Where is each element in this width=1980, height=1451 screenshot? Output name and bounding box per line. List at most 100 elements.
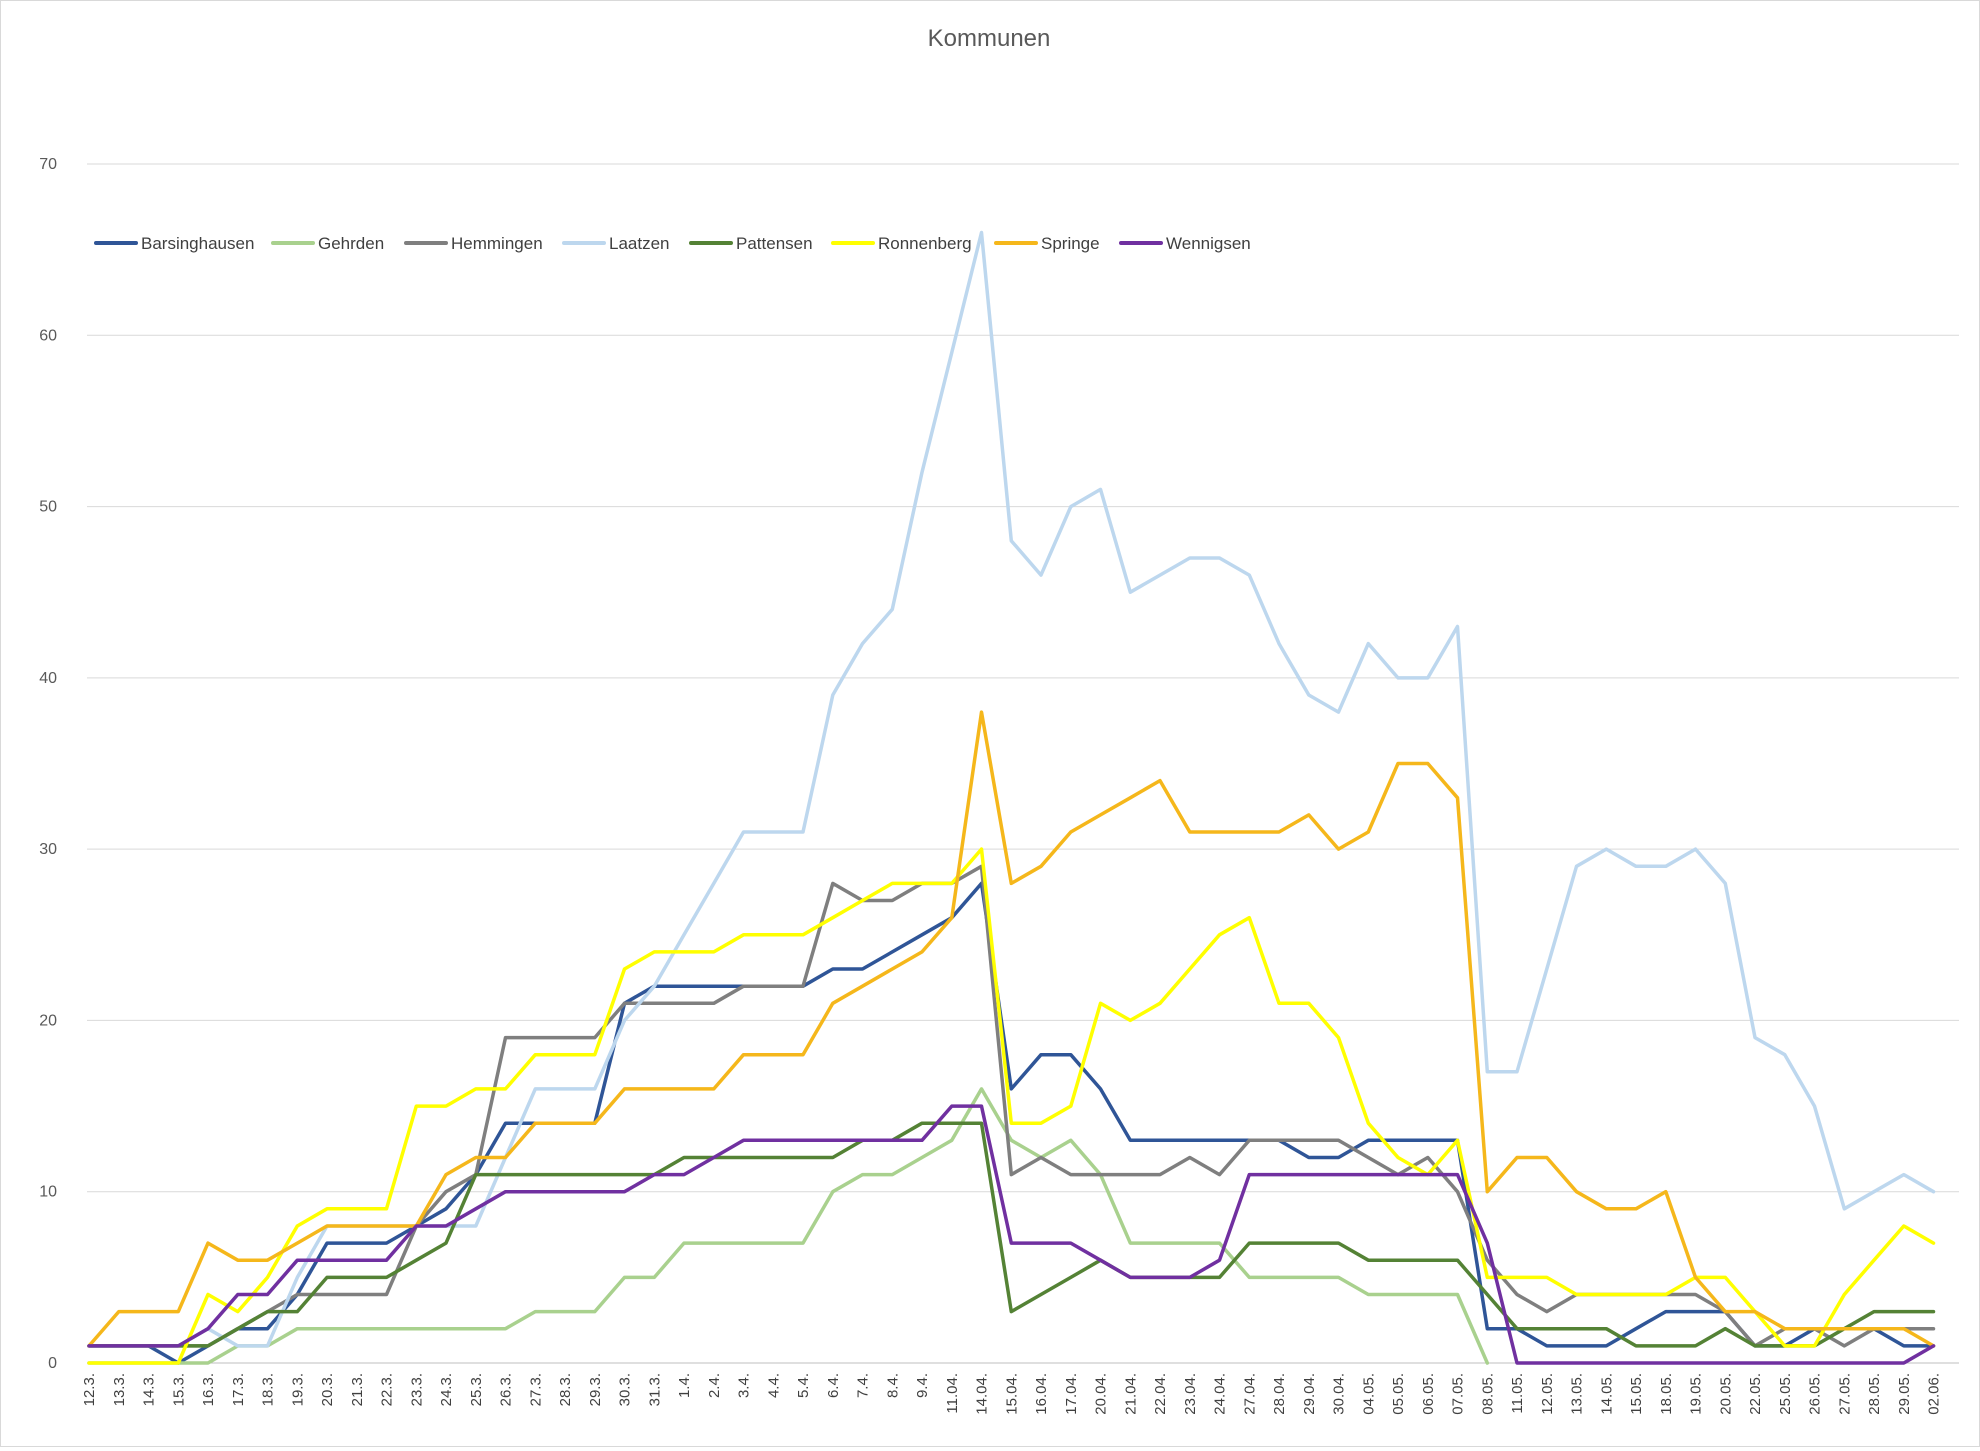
x-tick-label: 24.3.	[438, 1373, 455, 1406]
legend-label: Springe	[1041, 234, 1100, 253]
x-tick-label: 07.05.	[1450, 1373, 1467, 1415]
x-tick-label: 15.05.	[1628, 1373, 1645, 1415]
y-tick-label: 10	[39, 1184, 57, 1201]
series-line-hemmingen	[87, 864, 1936, 1348]
y-axis-tick-labels: 0 10 20 30 40 50 60 70	[39, 156, 57, 1372]
y-tick-label: 60	[39, 327, 57, 344]
x-tick-label: 1.4.	[676, 1373, 693, 1398]
x-tick-label: 13.05.	[1569, 1373, 1586, 1415]
x-tick-label: 16.3.	[200, 1373, 217, 1406]
y-tick-label: 20	[39, 1012, 57, 1029]
series-line-laatzen	[87, 230, 1936, 1348]
x-tick-label: 19.3.	[289, 1373, 306, 1406]
x-tick-label: 17.04.	[1063, 1373, 1080, 1415]
series-line-barsinghausen	[87, 881, 1936, 1365]
legend-item-wennigsen: Wennigsen	[1119, 234, 1251, 253]
x-tick-label: 19.05.	[1688, 1373, 1705, 1415]
x-tick-label: 18.3.	[260, 1373, 277, 1406]
x-tick-label: 05.05.	[1390, 1373, 1407, 1415]
x-tick-label: 8.4.	[884, 1373, 901, 1398]
legend-item-pattensen: Pattensen	[689, 234, 813, 253]
series-line-gehrden	[87, 1087, 1490, 1365]
x-tick-label: 31.3.	[646, 1373, 663, 1406]
y-tick-label: 70	[39, 156, 57, 173]
y-tick-label: 0	[48, 1355, 57, 1372]
x-tick-label: 23.3.	[408, 1373, 425, 1406]
y-tick-label: 50	[39, 499, 57, 516]
x-tick-label: 4.4.	[765, 1373, 782, 1398]
x-tick-label: 13.3.	[111, 1373, 128, 1406]
x-tick-label: 26.05.	[1807, 1373, 1824, 1415]
x-tick-label: 11.04.	[944, 1373, 961, 1414]
x-tick-label: 27.3.	[527, 1373, 544, 1406]
x-tick-label: 12.05.	[1539, 1373, 1556, 1415]
x-tick-label: 29.3.	[587, 1373, 604, 1406]
x-tick-label: 11.05.	[1509, 1373, 1526, 1414]
x-tick-label: 25.05.	[1777, 1373, 1794, 1415]
legend-item-springe: Springe	[994, 234, 1100, 253]
x-tick-label: 27.05.	[1836, 1373, 1853, 1415]
x-tick-label: 28.04.	[1271, 1373, 1288, 1415]
legend-label: Ronnenberg	[878, 234, 972, 253]
x-tick-label: 04.05.	[1360, 1373, 1377, 1415]
legend-label: Barsinghausen	[141, 234, 254, 253]
x-tick-label: 22.05.	[1747, 1373, 1764, 1415]
x-tick-label: 18.05.	[1658, 1373, 1675, 1415]
x-tick-label: 29.04.	[1301, 1373, 1318, 1415]
x-tick-label: 25.3.	[468, 1373, 485, 1406]
series-line-wennigsen	[87, 1104, 1936, 1365]
y-tick-label: 40	[39, 670, 57, 687]
series-line-pattensen	[87, 1121, 1936, 1348]
x-tick-label: 22.3.	[379, 1373, 396, 1406]
legend-item-hemmingen: Hemmingen	[404, 234, 543, 253]
series-line-springe	[87, 710, 1936, 1348]
series-line-ronnenberg	[87, 847, 1936, 1365]
x-tick-label: 3.4.	[736, 1373, 753, 1398]
x-tick-label: 6.4.	[825, 1373, 842, 1398]
x-tick-label: 5.4.	[795, 1373, 812, 1398]
series-lines	[87, 230, 1936, 1365]
x-tick-label: 12.3.	[81, 1373, 98, 1406]
y-tick-label: 30	[39, 841, 57, 858]
x-tick-label: 16.04.	[1033, 1373, 1050, 1415]
x-tick-label: 20.04.	[1093, 1373, 1110, 1415]
x-tick-label: 21.3.	[349, 1373, 366, 1406]
x-tick-label: 23.04.	[1182, 1373, 1199, 1415]
legend: Barsinghausen Gehrden Hemmingen Laatzen Patt…	[94, 234, 1251, 253]
x-tick-label: 06.05.	[1420, 1373, 1437, 1415]
legend-item-barsinghausen: Barsinghausen	[94, 234, 254, 253]
x-tick-label: 08.05.	[1479, 1373, 1496, 1415]
x-tick-label: 14.05.	[1598, 1373, 1615, 1415]
gridlines	[87, 163, 1959, 1364]
x-tick-label: 30.3.	[617, 1373, 634, 1406]
x-tick-label: 20.05.	[1717, 1373, 1734, 1415]
x-tick-label: 20.3.	[319, 1373, 336, 1406]
x-axis-tick-labels: 12.3. 13.3. 14.3. 15.3. 16.3. 17.3. 18.3. 19.3.…	[81, 1373, 1943, 1415]
x-tick-label: 14.3.	[141, 1373, 158, 1406]
x-tick-label: 15.04.	[1003, 1373, 1020, 1415]
chart-title: Kommunen	[928, 25, 1051, 52]
x-tick-label: 28.3.	[557, 1373, 574, 1406]
x-tick-label: 2.4.	[706, 1373, 723, 1398]
legend-label: Laatzen	[609, 234, 670, 253]
x-tick-label: 9.4.	[914, 1373, 931, 1398]
legend-label: Wennigsen	[1166, 234, 1251, 253]
x-tick-label: 24.04.	[1212, 1373, 1229, 1415]
x-tick-label: 02.06.	[1926, 1373, 1943, 1415]
legend-item-laatzen: Laatzen	[562, 234, 670, 253]
x-tick-label: 21.04.	[1122, 1373, 1139, 1415]
x-tick-label: 27.04.	[1241, 1373, 1258, 1415]
x-tick-label: 15.3.	[170, 1373, 187, 1406]
x-tick-label: 28.05.	[1866, 1373, 1883, 1415]
x-tick-label: 7.4.	[855, 1373, 872, 1398]
legend-item-gehrden: Gehrden	[271, 234, 384, 253]
legend-label: Pattensen	[736, 234, 813, 253]
x-tick-label: 29.05.	[1896, 1373, 1913, 1415]
legend-item-ronnenberg: Ronnenberg	[831, 234, 972, 253]
x-tick-label: 22.04.	[1152, 1373, 1169, 1415]
legend-label: Hemmingen	[451, 234, 543, 253]
x-tick-label: 30.04.	[1331, 1373, 1348, 1415]
x-tick-label: 14.04.	[974, 1373, 991, 1415]
